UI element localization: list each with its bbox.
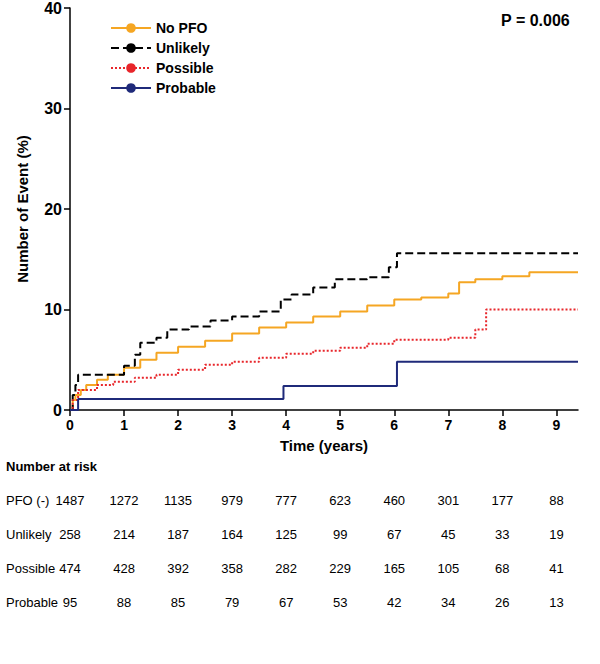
svg-text:99: 99 [333,527,347,542]
svg-text:2: 2 [174,417,182,433]
svg-text:460: 460 [383,493,405,508]
svg-text:4: 4 [282,417,290,433]
svg-text:88: 88 [117,595,131,610]
svg-text:105: 105 [437,561,459,576]
svg-text:777: 777 [275,493,297,508]
svg-text:164: 164 [221,527,243,542]
svg-text:258: 258 [59,527,81,542]
svg-text:3: 3 [228,417,236,433]
svg-text:Probable: Probable [6,595,58,610]
svg-text:Probable: Probable [156,80,216,96]
svg-text:177: 177 [491,493,513,508]
svg-text:68: 68 [495,561,509,576]
svg-text:67: 67 [279,595,293,610]
svg-text:8: 8 [498,417,506,433]
svg-text:Time (years): Time (years) [280,437,368,454]
svg-text:0: 0 [53,402,62,419]
svg-text:282: 282 [275,561,297,576]
svg-text:Possible: Possible [156,60,214,76]
svg-text:Number of Event (%): Number of Event (%) [14,135,31,283]
svg-text:PFO (-): PFO (-) [6,493,49,508]
svg-text:10: 10 [44,301,62,318]
svg-text:9: 9 [552,417,560,433]
svg-text:301: 301 [437,493,459,508]
svg-text:95: 95 [63,595,77,610]
svg-text:42: 42 [387,595,401,610]
svg-text:67: 67 [387,527,401,542]
svg-text:1135: 1135 [164,493,192,508]
svg-text:No PFO: No PFO [156,20,207,36]
svg-text:1487: 1487 [56,493,85,508]
svg-text:53: 53 [333,595,347,610]
svg-text:229: 229 [329,561,351,576]
svg-text:41: 41 [549,561,563,576]
svg-text:13: 13 [549,595,563,610]
svg-text:187: 187 [167,527,189,542]
svg-text:Unlikely: Unlikely [6,527,52,542]
svg-text:34: 34 [441,595,455,610]
svg-text:P = 0.006: P = 0.006 [501,12,570,29]
svg-text:30: 30 [44,100,62,117]
svg-text:Number at risk: Number at risk [6,459,98,474]
svg-text:85: 85 [171,595,185,610]
svg-text:33: 33 [495,527,509,542]
svg-text:392: 392 [167,561,189,576]
svg-text:Unlikely: Unlikely [156,40,210,56]
svg-text:1: 1 [120,417,128,433]
svg-text:20: 20 [44,201,62,218]
svg-text:Possible: Possible [6,561,55,576]
svg-text:0: 0 [66,417,74,433]
svg-text:5: 5 [336,417,344,433]
svg-text:6: 6 [390,417,398,433]
svg-text:19: 19 [549,527,563,542]
svg-text:1272: 1272 [110,493,139,508]
svg-text:125: 125 [275,527,297,542]
svg-text:165: 165 [383,561,405,576]
svg-text:358: 358 [221,561,243,576]
svg-text:88: 88 [549,493,563,508]
svg-text:79: 79 [225,595,239,610]
svg-text:474: 474 [59,561,81,576]
svg-text:26: 26 [495,595,509,610]
svg-text:7: 7 [444,417,452,433]
svg-text:214: 214 [113,527,135,542]
svg-text:428: 428 [113,561,135,576]
svg-text:623: 623 [329,493,351,508]
svg-text:979: 979 [221,493,243,508]
svg-text:40: 40 [44,0,62,17]
svg-text:45: 45 [441,527,455,542]
